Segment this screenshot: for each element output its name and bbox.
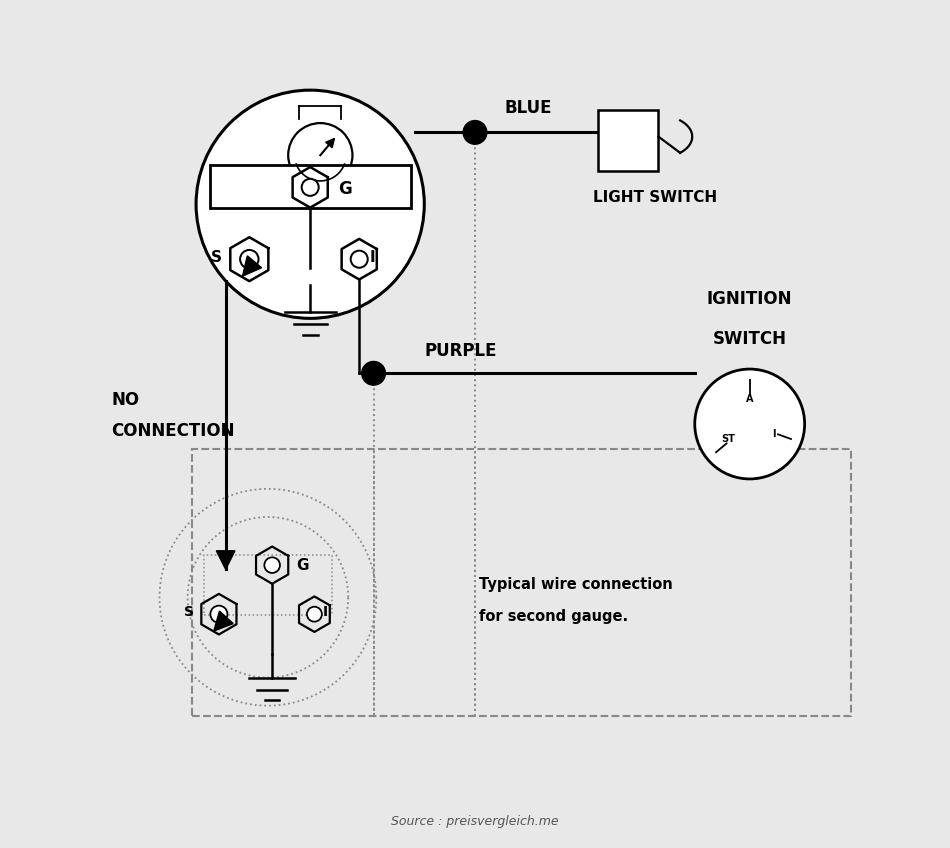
Text: G: G (295, 558, 309, 572)
Circle shape (351, 251, 368, 268)
Text: S: S (211, 250, 221, 265)
Text: NO: NO (111, 391, 140, 410)
Circle shape (196, 90, 425, 318)
Text: Typical wire connection: Typical wire connection (479, 577, 673, 592)
Text: CONNECTION: CONNECTION (111, 421, 235, 440)
Text: IGNITION: IGNITION (707, 290, 792, 308)
Text: G: G (338, 180, 352, 198)
Bar (192, 449, 851, 716)
Circle shape (694, 369, 805, 479)
Text: ST: ST (722, 434, 735, 444)
Text: Source : preisvergleich.me: Source : preisvergleich.me (391, 815, 559, 828)
Circle shape (302, 179, 318, 196)
Polygon shape (230, 237, 268, 282)
Text: A: A (746, 394, 753, 404)
Polygon shape (217, 551, 235, 569)
Text: S: S (183, 605, 194, 620)
Text: BLUE: BLUE (504, 99, 552, 117)
Polygon shape (242, 256, 261, 276)
Polygon shape (214, 611, 233, 631)
Text: I: I (323, 605, 328, 620)
Bar (210, 165, 410, 209)
Text: PURPLE: PURPLE (425, 342, 497, 360)
Polygon shape (293, 167, 328, 208)
Polygon shape (326, 138, 334, 148)
Circle shape (240, 250, 258, 269)
Text: SWITCH: SWITCH (712, 330, 787, 348)
Circle shape (288, 123, 352, 187)
Circle shape (210, 605, 227, 622)
Bar (203, 555, 332, 616)
Polygon shape (342, 239, 377, 280)
Circle shape (362, 361, 386, 385)
Circle shape (307, 606, 322, 622)
Circle shape (464, 120, 486, 144)
Text: LIGHT SWITCH: LIGHT SWITCH (594, 190, 717, 205)
Circle shape (264, 557, 280, 573)
Text: for second gauge.: for second gauge. (479, 609, 628, 624)
Text: I: I (772, 429, 775, 439)
Bar (598, 110, 658, 171)
Text: I: I (370, 250, 375, 265)
